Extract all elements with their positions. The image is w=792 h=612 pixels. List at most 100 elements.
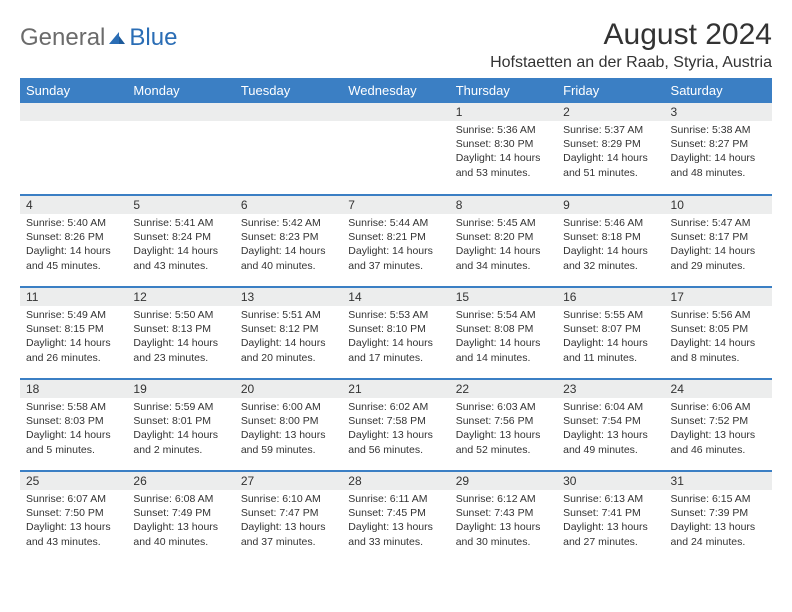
- daylight-line: Daylight: 14 hours and 45 minutes.: [26, 244, 121, 272]
- sunset-line: Sunset: 8:03 PM: [26, 414, 121, 428]
- calendar-day-cell: 25Sunrise: 6:07 AMSunset: 7:50 PMDayligh…: [20, 471, 127, 563]
- sunset-line: Sunset: 7:41 PM: [563, 506, 658, 520]
- calendar-day-cell: 22Sunrise: 6:03 AMSunset: 7:56 PMDayligh…: [450, 379, 557, 471]
- daylight-line: Daylight: 13 hours and 59 minutes.: [241, 428, 336, 456]
- month-title: August 2024: [490, 18, 772, 52]
- sunrise-line: Sunrise: 5:51 AM: [241, 308, 336, 322]
- day-detail: Sunrise: 6:07 AMSunset: 7:50 PMDaylight:…: [20, 490, 127, 553]
- day-detail: Sunrise: 6:08 AMSunset: 7:49 PMDaylight:…: [127, 490, 234, 553]
- day-detail: Sunrise: 6:12 AMSunset: 7:43 PMDaylight:…: [450, 490, 557, 553]
- calendar-day-cell: 1Sunrise: 5:36 AMSunset: 8:30 PMDaylight…: [450, 103, 557, 195]
- logo-text-blue: Blue: [129, 24, 177, 52]
- day-detail: Sunrise: 5:38 AMSunset: 8:27 PMDaylight:…: [665, 121, 772, 184]
- day-detail: Sunrise: 5:45 AMSunset: 8:20 PMDaylight:…: [450, 214, 557, 277]
- day-detail: Sunrise: 5:56 AMSunset: 8:05 PMDaylight:…: [665, 306, 772, 369]
- daylight-line: Daylight: 14 hours and 5 minutes.: [26, 428, 121, 456]
- daylight-line: Daylight: 14 hours and 11 minutes.: [563, 336, 658, 364]
- calendar-day-cell: 30Sunrise: 6:13 AMSunset: 7:41 PMDayligh…: [557, 471, 664, 563]
- weekday-header: Sunday: [20, 78, 127, 103]
- sunset-line: Sunset: 8:26 PM: [26, 230, 121, 244]
- sunset-line: Sunset: 7:45 PM: [348, 506, 443, 520]
- daylight-line: Daylight: 13 hours and 46 minutes.: [671, 428, 766, 456]
- day-detail: Sunrise: 5:58 AMSunset: 8:03 PMDaylight:…: [20, 398, 127, 461]
- calendar-day-cell: 24Sunrise: 6:06 AMSunset: 7:52 PMDayligh…: [665, 379, 772, 471]
- day-number: 14: [342, 288, 449, 306]
- sunrise-line: Sunrise: 5:50 AM: [133, 308, 228, 322]
- sunrise-line: Sunrise: 6:06 AM: [671, 400, 766, 414]
- calendar-day-cell: 17Sunrise: 5:56 AMSunset: 8:05 PMDayligh…: [665, 287, 772, 379]
- logo: General Blue: [20, 24, 177, 52]
- daylight-line: Daylight: 14 hours and 40 minutes.: [241, 244, 336, 272]
- calendar-week-row: 11Sunrise: 5:49 AMSunset: 8:15 PMDayligh…: [20, 287, 772, 379]
- calendar-day-cell: 3Sunrise: 5:38 AMSunset: 8:27 PMDaylight…: [665, 103, 772, 195]
- day-number: 15: [450, 288, 557, 306]
- sunset-line: Sunset: 8:18 PM: [563, 230, 658, 244]
- day-number: 12: [127, 288, 234, 306]
- sunset-line: Sunset: 7:50 PM: [26, 506, 121, 520]
- day-number: 5: [127, 196, 234, 214]
- daylight-line: Daylight: 13 hours and 27 minutes.: [563, 520, 658, 548]
- sunrise-line: Sunrise: 6:10 AM: [241, 492, 336, 506]
- sunrise-line: Sunrise: 5:36 AM: [456, 123, 551, 137]
- calendar-day-cell: 12Sunrise: 5:50 AMSunset: 8:13 PMDayligh…: [127, 287, 234, 379]
- sunset-line: Sunset: 8:23 PM: [241, 230, 336, 244]
- calendar-day-cell: [127, 103, 234, 195]
- calendar-day-cell: 14Sunrise: 5:53 AMSunset: 8:10 PMDayligh…: [342, 287, 449, 379]
- day-number: 30: [557, 472, 664, 490]
- calendar-day-cell: 8Sunrise: 5:45 AMSunset: 8:20 PMDaylight…: [450, 195, 557, 287]
- day-number: 7: [342, 196, 449, 214]
- day-number: 18: [20, 380, 127, 398]
- day-number: 29: [450, 472, 557, 490]
- calendar-day-cell: 10Sunrise: 5:47 AMSunset: 8:17 PMDayligh…: [665, 195, 772, 287]
- sunrise-line: Sunrise: 6:02 AM: [348, 400, 443, 414]
- day-detail: Sunrise: 5:41 AMSunset: 8:24 PMDaylight:…: [127, 214, 234, 277]
- day-detail: Sunrise: 6:02 AMSunset: 7:58 PMDaylight:…: [342, 398, 449, 461]
- daylight-line: Daylight: 13 hours and 49 minutes.: [563, 428, 658, 456]
- calendar-day-cell: 9Sunrise: 5:46 AMSunset: 8:18 PMDaylight…: [557, 195, 664, 287]
- day-detail: Sunrise: 6:06 AMSunset: 7:52 PMDaylight:…: [665, 398, 772, 461]
- daylight-line: Daylight: 14 hours and 34 minutes.: [456, 244, 551, 272]
- calendar-day-cell: 16Sunrise: 5:55 AMSunset: 8:07 PMDayligh…: [557, 287, 664, 379]
- daylight-line: Daylight: 14 hours and 32 minutes.: [563, 244, 658, 272]
- calendar-day-cell: 28Sunrise: 6:11 AMSunset: 7:45 PMDayligh…: [342, 471, 449, 563]
- sunrise-line: Sunrise: 5:38 AM: [671, 123, 766, 137]
- sunrise-line: Sunrise: 5:42 AM: [241, 216, 336, 230]
- calendar-day-cell: 26Sunrise: 6:08 AMSunset: 7:49 PMDayligh…: [127, 471, 234, 563]
- calendar-day-cell: 4Sunrise: 5:40 AMSunset: 8:26 PMDaylight…: [20, 195, 127, 287]
- day-number: 21: [342, 380, 449, 398]
- day-detail: Sunrise: 6:11 AMSunset: 7:45 PMDaylight:…: [342, 490, 449, 553]
- weekday-header: Tuesday: [235, 78, 342, 103]
- day-detail: Sunrise: 5:51 AMSunset: 8:12 PMDaylight:…: [235, 306, 342, 369]
- daylight-line: Daylight: 14 hours and 14 minutes.: [456, 336, 551, 364]
- sunset-line: Sunset: 8:27 PM: [671, 137, 766, 151]
- day-detail: Sunrise: 5:36 AMSunset: 8:30 PMDaylight:…: [450, 121, 557, 184]
- title-block: August 2024 Hofstaetten an der Raab, Sty…: [490, 18, 772, 72]
- daylight-line: Daylight: 13 hours and 37 minutes.: [241, 520, 336, 548]
- day-number: 16: [557, 288, 664, 306]
- weekday-header: Friday: [557, 78, 664, 103]
- sunset-line: Sunset: 8:29 PM: [563, 137, 658, 151]
- daylight-line: Daylight: 13 hours and 43 minutes.: [26, 520, 121, 548]
- day-number: 22: [450, 380, 557, 398]
- sunset-line: Sunset: 8:20 PM: [456, 230, 551, 244]
- calendar-week-row: 4Sunrise: 5:40 AMSunset: 8:26 PMDaylight…: [20, 195, 772, 287]
- calendar-day-cell: 27Sunrise: 6:10 AMSunset: 7:47 PMDayligh…: [235, 471, 342, 563]
- logo-text-general: General: [20, 24, 105, 52]
- weekday-header: Wednesday: [342, 78, 449, 103]
- sunset-line: Sunset: 7:58 PM: [348, 414, 443, 428]
- day-detail: Sunrise: 5:37 AMSunset: 8:29 PMDaylight:…: [557, 121, 664, 184]
- daylight-line: Daylight: 13 hours and 24 minutes.: [671, 520, 766, 548]
- calendar-week-row: 1Sunrise: 5:36 AMSunset: 8:30 PMDaylight…: [20, 103, 772, 195]
- daylight-line: Daylight: 14 hours and 20 minutes.: [241, 336, 336, 364]
- daylight-line: Daylight: 13 hours and 30 minutes.: [456, 520, 551, 548]
- sunrise-line: Sunrise: 5:45 AM: [456, 216, 551, 230]
- sunrise-line: Sunrise: 5:41 AM: [133, 216, 228, 230]
- day-detail: Sunrise: 6:13 AMSunset: 7:41 PMDaylight:…: [557, 490, 664, 553]
- sunrise-line: Sunrise: 5:49 AM: [26, 308, 121, 322]
- sunset-line: Sunset: 8:01 PM: [133, 414, 228, 428]
- sunrise-line: Sunrise: 5:37 AM: [563, 123, 658, 137]
- sunrise-line: Sunrise: 6:15 AM: [671, 492, 766, 506]
- day-detail: Sunrise: 5:53 AMSunset: 8:10 PMDaylight:…: [342, 306, 449, 369]
- weekday-header: Monday: [127, 78, 234, 103]
- header: General Blue August 2024 Hofstaetten an …: [20, 18, 772, 72]
